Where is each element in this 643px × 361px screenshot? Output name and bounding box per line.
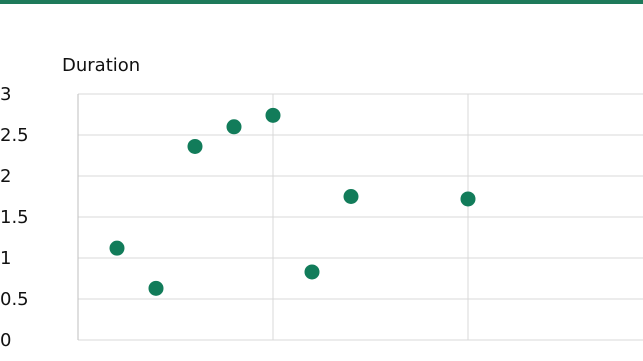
y-tick-label: 2: [0, 166, 11, 187]
y-tick-label: 0.5: [0, 289, 29, 310]
scatter-point: [109, 240, 125, 256]
y-tick-label: 1: [0, 248, 11, 269]
y-axis-title: Duration: [62, 55, 140, 76]
y-tick-label: 2.5: [0, 125, 29, 146]
y-tick-label: 0: [0, 330, 11, 351]
scatter-point: [343, 189, 359, 204]
scatter-point: [226, 119, 242, 135]
data-points: [109, 107, 476, 296]
y-axis-ticks: 0 0.5 1 1.5 2 2.5 3: [0, 84, 29, 351]
scatter-point: [304, 264, 320, 280]
scatter-point: [187, 138, 203, 154]
y-tick-label: 3: [0, 84, 11, 105]
scatter-point: [148, 280, 164, 296]
top-accent-rule: [0, 0, 643, 4]
scatter-point: [460, 191, 476, 207]
scatter-point: [265, 107, 281, 123]
grid: [77, 93, 643, 341]
y-tick-label: 1.5: [0, 207, 29, 228]
